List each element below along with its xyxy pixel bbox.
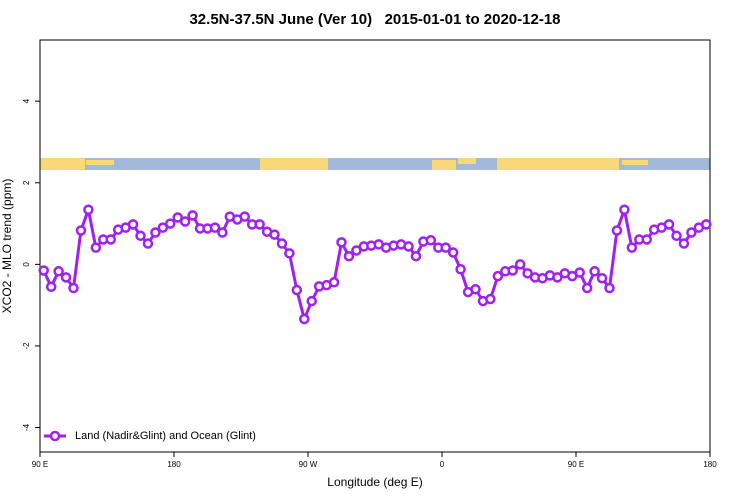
data-point <box>306 295 317 307</box>
land-ocean-band <box>40 158 710 170</box>
data-point <box>522 268 533 279</box>
data-point <box>209 222 221 233</box>
data-point <box>284 248 295 259</box>
data-point <box>83 204 94 215</box>
data-point <box>276 238 288 249</box>
data-point <box>269 229 280 240</box>
data-point <box>150 227 161 238</box>
data-point <box>142 238 154 249</box>
y-tick-label: 2 <box>22 180 31 185</box>
data-point <box>589 266 600 277</box>
data-point <box>172 212 183 223</box>
data-point <box>38 265 49 276</box>
data-point <box>187 210 198 221</box>
data-point <box>179 216 191 227</box>
y-tick-label: -4 <box>22 423 31 431</box>
x-axis-label: Longitude (deg E) <box>327 475 422 489</box>
data-point <box>425 235 437 246</box>
data-point <box>105 234 116 245</box>
data-point <box>678 238 690 249</box>
x-tick-label: 0 <box>440 460 445 469</box>
data-point <box>45 281 57 293</box>
data-point <box>291 284 303 296</box>
data-point <box>701 219 712 230</box>
data-point <box>343 250 355 262</box>
land-strip <box>497 158 619 170</box>
data-point <box>68 282 79 294</box>
data-point <box>328 277 340 288</box>
data-point <box>299 313 310 325</box>
legend-marker <box>49 430 61 442</box>
data-point <box>641 234 652 245</box>
data-point <box>447 247 459 258</box>
data-point <box>165 218 176 229</box>
x-tick-label: 90 E <box>32 460 48 469</box>
land-strip <box>40 158 85 170</box>
x-tick-label: 90 W <box>299 460 318 469</box>
plot-frame <box>39 39 711 453</box>
data-point <box>254 219 265 230</box>
data-point <box>663 219 675 230</box>
legend-label: Land (Nadir&Glint) and Ocean (Glint) <box>75 430 256 442</box>
data-point <box>596 272 608 284</box>
data-point <box>581 282 593 294</box>
data-point <box>619 204 630 215</box>
data-point <box>127 219 139 230</box>
data-point <box>351 245 362 256</box>
data-point <box>671 230 682 242</box>
land-strip <box>458 158 476 164</box>
data-point <box>507 265 518 276</box>
land-strip <box>260 158 328 170</box>
y-axis-label: XCO2 - MLO trend (ppm) <box>0 179 14 314</box>
series-line <box>42 204 707 324</box>
x-tick-label: 180 <box>703 460 717 469</box>
data-point <box>686 227 697 238</box>
data-point <box>157 222 169 233</box>
data-point <box>485 293 496 305</box>
x-tick-label: 180 <box>167 460 181 469</box>
data-point <box>611 225 623 236</box>
y-tick-label: 0 <box>22 262 31 267</box>
data-point <box>217 227 228 238</box>
data-point <box>492 270 504 282</box>
land-strip <box>86 160 114 165</box>
data-point <box>60 272 72 283</box>
chart-title: 32.5N-37.5N June (Ver 10) 2015-01-01 to … <box>189 11 560 28</box>
land-strip <box>622 160 648 165</box>
land-strip <box>432 160 456 170</box>
data-point <box>470 283 481 295</box>
data-point <box>90 242 102 253</box>
data-point <box>336 237 347 248</box>
data-point <box>239 211 250 222</box>
data-point <box>604 282 615 294</box>
data-point <box>410 250 422 262</box>
x-tick-label: 90 E <box>568 460 584 469</box>
data-point <box>403 241 414 252</box>
data-point <box>53 266 64 277</box>
data-point <box>455 264 466 275</box>
data-point <box>75 225 87 236</box>
data-point <box>626 242 638 253</box>
data-point <box>514 259 526 270</box>
data-point <box>135 230 146 242</box>
y-tick-label: 4 <box>22 98 31 103</box>
data-point <box>440 242 451 253</box>
y-tick-label: -2 <box>22 342 31 350</box>
data-point <box>574 267 585 278</box>
data-point <box>552 272 563 283</box>
